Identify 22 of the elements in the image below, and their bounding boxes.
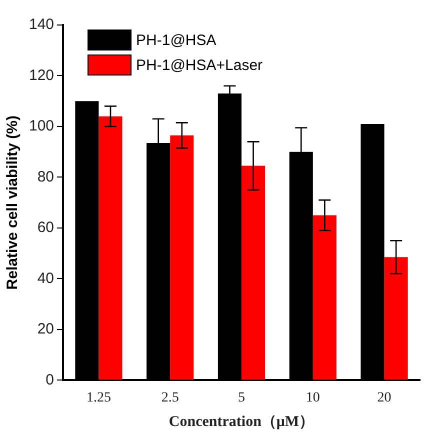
- bar: [242, 166, 266, 380]
- y-tick-label: 140: [28, 16, 54, 34]
- y-tick-label: 40: [37, 270, 54, 287]
- x-tick-label: 5: [238, 390, 246, 406]
- bar: [312, 215, 336, 380]
- legend-label: PH-1@HSA: [136, 32, 216, 50]
- legend-label: PH-1@HSA+Laser: [136, 57, 263, 74]
- y-tick-label: 20: [37, 320, 54, 338]
- bar: [384, 257, 408, 380]
- bar: [170, 135, 194, 380]
- bar: [98, 116, 122, 380]
- x-axis-title: Concentration（μM）: [168, 414, 314, 430]
- x-tick-label: 10: [306, 390, 320, 406]
- y-axis-title: Relative cell viability (%): [4, 115, 22, 290]
- y-tick-label: 80: [37, 168, 54, 186]
- x-tick-label: 1.25: [86, 390, 111, 406]
- y-tick-label: 120: [28, 66, 54, 84]
- y-tick-label: 0: [46, 371, 54, 388]
- x-tick-label: 2.5: [161, 390, 179, 406]
- x-tick-label: 20: [377, 390, 392, 406]
- y-tick-label: 60: [37, 219, 54, 236]
- y-tick-label: 100: [28, 118, 54, 135]
